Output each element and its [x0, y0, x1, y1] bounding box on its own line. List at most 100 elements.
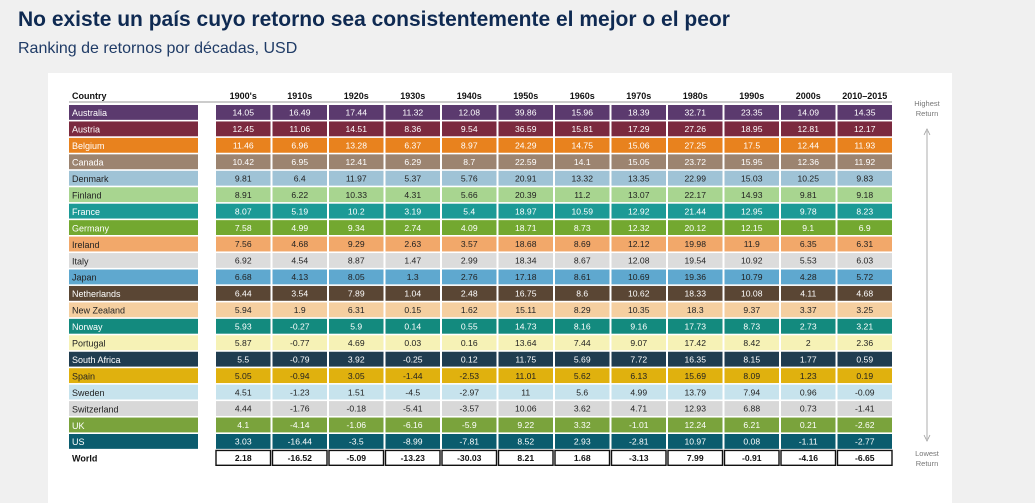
value-cell [781, 170, 836, 186]
value-cell [216, 335, 271, 351]
value-label: 12.32 [628, 223, 650, 233]
value-cell [442, 401, 497, 416]
column-header-label: 1940s [457, 91, 482, 101]
value-label: 4.31 [404, 190, 421, 200]
value-cell [781, 434, 836, 449]
value-label: 10.08 [741, 289, 763, 299]
value-label: 8.42 [743, 338, 760, 348]
value-cell [555, 285, 610, 301]
value-label: 1.62 [461, 305, 478, 315]
value-cell [272, 335, 327, 351]
value-label: 36.59 [515, 124, 537, 134]
value-cell [668, 269, 723, 285]
value-cell [272, 368, 327, 384]
country-cell [69, 401, 198, 416]
value-label: 12.41 [345, 157, 367, 167]
value-label: 10.92 [741, 256, 763, 266]
page-subtitle: Ranking de retornos por décadas, USD [18, 40, 298, 57]
value-label: -2.77 [855, 437, 875, 447]
country-cell [69, 269, 198, 285]
value-cell [498, 417, 553, 433]
value-cell [668, 318, 723, 334]
value-cell [385, 368, 440, 384]
value-cell [837, 384, 892, 400]
value-label: 5.62 [574, 371, 591, 381]
value-label: 4.1 [237, 420, 249, 430]
value-label: 6.9 [859, 223, 871, 233]
country-cell [69, 384, 198, 400]
value-cell [442, 170, 497, 186]
value-label: -5.09 [346, 453, 366, 463]
value-label: 15.95 [741, 157, 763, 167]
value-cell [555, 368, 610, 384]
value-label: 10.42 [232, 157, 254, 167]
value-cell [498, 351, 553, 367]
value-cell [385, 401, 440, 416]
value-label: 7.44 [574, 338, 591, 348]
value-cell [442, 318, 497, 334]
value-label: 23.72 [684, 157, 706, 167]
value-cell [837, 368, 892, 384]
value-cell [272, 302, 327, 318]
value-cell [498, 253, 553, 268]
value-cell [555, 401, 610, 416]
value-label: -1.76 [290, 404, 310, 414]
value-cell [442, 285, 497, 301]
value-label: -0.77 [290, 338, 310, 348]
value-label: 2.18 [235, 453, 252, 463]
value-cell [498, 220, 553, 235]
value-cell [498, 401, 553, 416]
value-cell [498, 121, 553, 137]
value-label: 4.44 [235, 404, 252, 414]
legend-arrow-up-icon [923, 128, 931, 136]
value-label: 14.75 [571, 141, 593, 151]
value-cell [216, 434, 271, 449]
value-cell [498, 318, 553, 334]
value-cell [329, 434, 384, 449]
value-cell [498, 154, 553, 170]
value-cell [329, 417, 384, 433]
value-cell [724, 269, 779, 285]
value-cell [724, 105, 779, 120]
value-cell [724, 351, 779, 367]
value-cell [385, 154, 440, 170]
value-cell [385, 253, 440, 268]
value-cell [781, 351, 836, 367]
country-label: Germany [72, 223, 110, 233]
value-label: 11.93 [854, 141, 875, 151]
country-cell [69, 351, 198, 367]
value-label: 6.03 [856, 256, 873, 266]
value-cell [498, 187, 553, 203]
value-label: -0.94 [290, 371, 310, 381]
value-label: -5.41 [403, 404, 423, 414]
value-label: 6.95 [291, 157, 308, 167]
value-cell [498, 368, 553, 384]
value-label: 2.73 [800, 321, 817, 331]
value-cell [442, 203, 497, 219]
value-cell [442, 351, 497, 367]
value-cell [611, 417, 666, 433]
value-label: 39.86 [515, 108, 537, 118]
value-cell [837, 351, 892, 367]
column-header-label: 2010–2015 [842, 91, 887, 101]
value-cell [555, 434, 610, 449]
value-label: 11.97 [346, 173, 367, 183]
value-label: 9.18 [856, 190, 873, 200]
value-label: 9.81 [800, 190, 817, 200]
value-cell [329, 137, 384, 153]
value-cell [498, 434, 553, 449]
value-label: 16.49 [289, 108, 311, 118]
value-label: 18.33 [684, 289, 706, 299]
value-label: 16.35 [684, 354, 706, 364]
legend-highest-label: Return [916, 109, 939, 118]
value-label: 6.92 [235, 256, 252, 266]
value-cell [837, 401, 892, 416]
value-cell [668, 137, 723, 153]
value-label: 13.28 [345, 141, 367, 151]
value-cell [442, 368, 497, 384]
country-label: US [72, 437, 85, 447]
value-label: 19.54 [684, 256, 706, 266]
value-label: 17.29 [628, 124, 650, 134]
value-label: 13.64 [515, 338, 537, 348]
value-label: 18.71 [515, 223, 537, 233]
